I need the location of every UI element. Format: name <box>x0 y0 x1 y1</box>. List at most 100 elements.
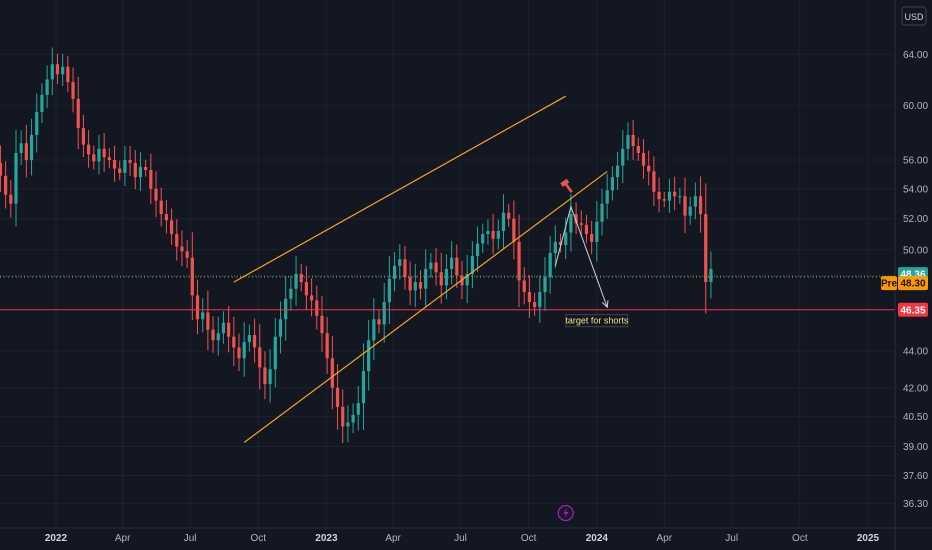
candle-body <box>605 190 609 204</box>
x-tick-label: Oct <box>792 533 808 544</box>
candle-body <box>268 369 272 385</box>
candle-body <box>97 148 101 162</box>
y-tick-label: 42.00 <box>903 383 928 394</box>
candle-body <box>486 230 490 235</box>
x-tick-label: Jul <box>725 533 738 544</box>
candle-body <box>590 234 594 242</box>
candle-body <box>273 336 277 370</box>
candle-body <box>92 154 96 162</box>
candle-body <box>496 230 500 239</box>
candle-body <box>532 302 537 308</box>
candle-body <box>24 143 28 161</box>
candle-body <box>418 282 423 289</box>
projection-arrowhead <box>601 300 609 309</box>
candle-body <box>377 319 381 325</box>
candle-body <box>517 241 521 281</box>
candle-body <box>278 319 283 337</box>
x-tick-label: 2023 <box>315 533 338 544</box>
pre-price-badge <box>898 276 928 291</box>
pre-label-badge <box>881 276 897 291</box>
candle-body <box>4 175 8 195</box>
x-tick-label: Jul <box>184 533 197 544</box>
annotation-text: target for shorts <box>565 316 629 326</box>
y-tick-label: 56.00 <box>903 156 928 167</box>
candle-body <box>159 200 163 215</box>
candle-body <box>579 223 583 225</box>
candle-body <box>647 165 651 172</box>
chart-grid <box>0 0 895 528</box>
candle-body <box>346 422 350 427</box>
candle-body <box>450 257 454 270</box>
candle-body <box>470 256 474 274</box>
pre-label-text: Pre <box>881 279 898 290</box>
lightning-icon[interactable] <box>557 504 574 522</box>
x-tick-label: Apr <box>115 533 131 544</box>
candle-body <box>444 269 449 286</box>
candle-body <box>491 230 495 239</box>
candle-body <box>247 334 251 343</box>
candle-body <box>258 347 262 368</box>
candle-body <box>315 300 319 316</box>
annotation-box <box>565 314 629 328</box>
x-tick-label: 2025 <box>857 533 880 544</box>
candle-body <box>144 167 148 170</box>
currency-button-label[interactable]: USD <box>904 12 924 22</box>
candlestick-series <box>0 47 713 444</box>
time-axis: 2022 Apr Jul Oct 2023 Apr Jul Oct 2024 Apr Jul Oct 2… <box>45 533 880 544</box>
candle-body <box>631 134 635 147</box>
candle-body <box>175 234 179 247</box>
last-price-badge-value: 48.36 <box>900 270 925 281</box>
x-tick-label: 2024 <box>586 533 609 544</box>
candle-body <box>361 371 366 404</box>
pin-icon[interactable] <box>560 178 575 195</box>
candle-body <box>14 152 18 204</box>
candle-body <box>709 269 713 283</box>
candle-body <box>216 333 220 341</box>
candle-body <box>289 288 293 299</box>
candle-body <box>600 203 604 222</box>
candle-body <box>81 128 86 145</box>
candle-body <box>584 224 589 235</box>
candle-body <box>698 196 703 215</box>
candle-body <box>341 406 345 427</box>
candle-body <box>180 246 184 252</box>
candle-body <box>356 403 360 415</box>
candle-body <box>102 148 106 158</box>
candle-body <box>413 282 417 291</box>
candle-body <box>455 257 459 276</box>
candle-body <box>465 273 469 286</box>
candle-body <box>242 342 246 359</box>
candle-body <box>621 148 625 166</box>
candle-body <box>678 196 682 198</box>
candle-body <box>398 259 402 266</box>
candle-body <box>71 81 75 99</box>
candle-body <box>538 292 542 308</box>
candle-body <box>683 196 687 216</box>
candle-body <box>507 212 511 219</box>
support-price-badge-value: 46.35 <box>900 305 925 316</box>
candle-body <box>434 262 438 273</box>
candle-body <box>128 160 132 163</box>
candle-body <box>169 220 174 235</box>
candle-body <box>304 282 309 296</box>
currency-button[interactable] <box>901 6 927 26</box>
candle-body <box>112 160 117 169</box>
candle-body <box>424 269 428 289</box>
pre-price-badge-value: 48.30 <box>900 279 925 290</box>
candle-body <box>512 218 516 242</box>
drawing-overlays: target for shorts <box>0 95 895 522</box>
y-tick-label: 60.00 <box>903 101 928 112</box>
candle-body <box>284 298 288 320</box>
y-tick-label: 52.00 <box>903 214 928 225</box>
y-tick-label: 44.00 <box>903 347 928 358</box>
x-tick-label: Jul <box>454 533 467 544</box>
candle-body <box>392 265 397 279</box>
candle-body <box>372 319 376 341</box>
x-tick-label: Oct <box>250 533 266 544</box>
candle-body <box>118 168 122 173</box>
support-price-badge <box>898 302 928 317</box>
candle-body <box>227 322 231 337</box>
candle-body <box>667 191 672 201</box>
